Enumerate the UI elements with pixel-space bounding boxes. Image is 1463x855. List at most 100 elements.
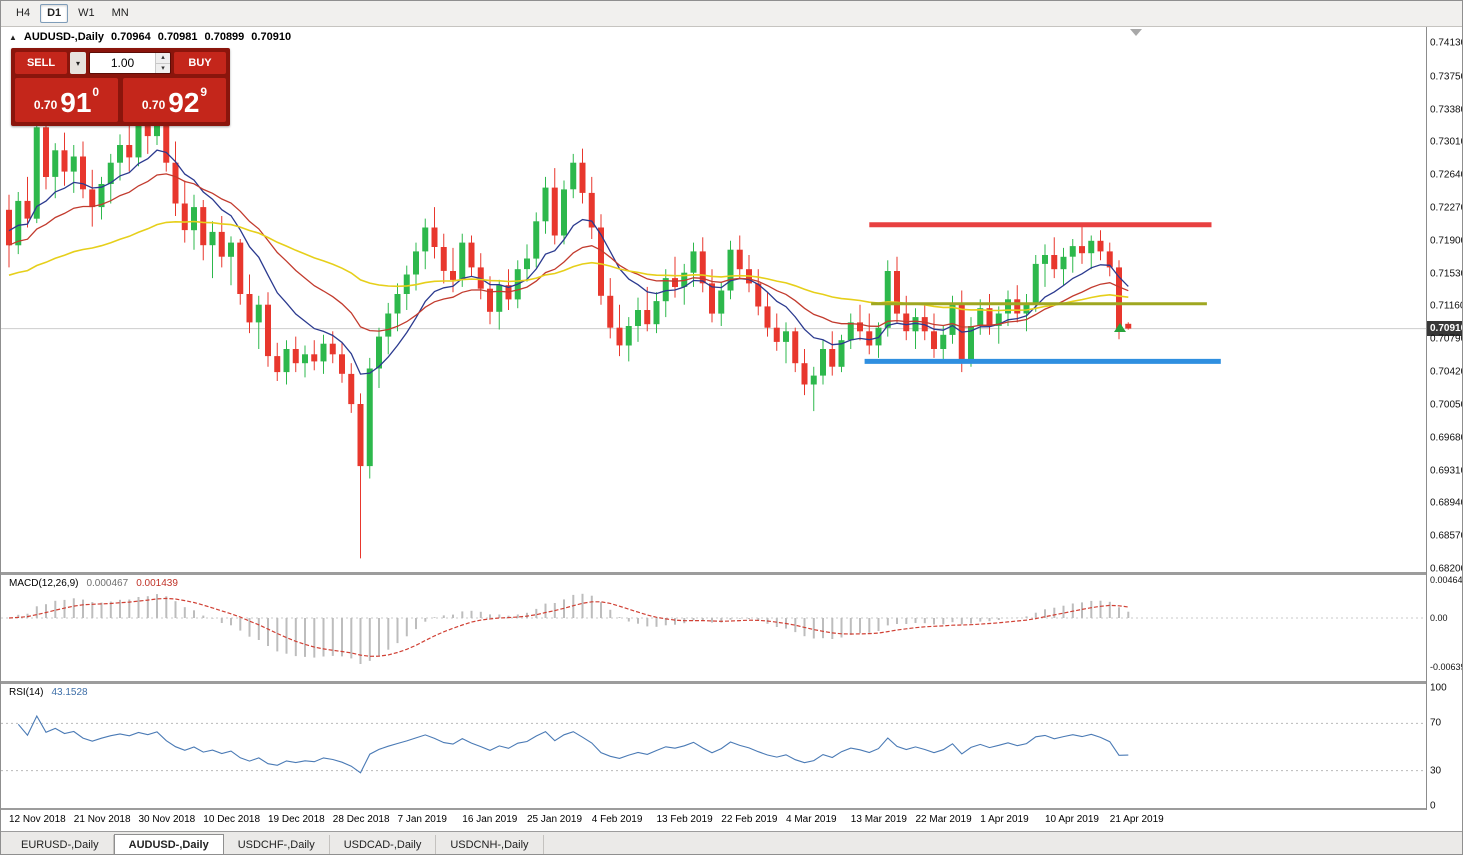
- buy-price-prefix: 0.70: [141, 98, 166, 113]
- chart-title: ▲ AUDUSD-,Daily 0.70964 0.70981 0.70899 …: [9, 31, 291, 43]
- rsi-line: [17, 714, 1129, 774]
- sell-price-big: 91: [60, 87, 92, 118]
- symbol-tab-usdcnhdaily[interactable]: USDCNH-,Daily: [436, 835, 544, 854]
- date-axis-label: 10 Apr 2019: [1045, 814, 1099, 825]
- rsi-scale-label: 100: [1430, 682, 1447, 694]
- date-axis-label: 16 Jan 2019: [462, 814, 518, 825]
- date-axis-label: 28 Dec 2018: [332, 814, 390, 825]
- date-axis-label: 13 Feb 2019: [656, 814, 713, 825]
- one-click-toggle-icon[interactable]: ▲: [9, 32, 17, 42]
- price-scale-label: 0.68200: [1430, 563, 1463, 575]
- macd-scale-label: 0.0046496: [1430, 575, 1463, 585]
- volume-dropdown-button[interactable]: ▾: [70, 52, 86, 74]
- buy-price-big: 92: [168, 87, 200, 118]
- panel-divider[interactable]: [1, 808, 1462, 810]
- volume-increase-button[interactable]: ▴: [156, 53, 170, 64]
- panel-divider[interactable]: [1, 681, 1462, 684]
- date-axis-label: 22 Feb 2019: [721, 814, 778, 825]
- moving-average-21-line: [8, 173, 1129, 332]
- up-arrow-marker: [1114, 323, 1126, 332]
- ohlc-low: 0.70899: [204, 31, 245, 43]
- date-axis-label: 30 Nov 2018: [138, 814, 196, 825]
- rsi-name: RSI(14): [9, 687, 44, 698]
- timeframe-button-w1[interactable]: W1: [78, 7, 95, 19]
- date-axis-label: 4 Feb 2019: [591, 814, 643, 825]
- rsi-chart[interactable]: [1, 684, 1426, 808]
- price-scale-label: 0.71900: [1430, 235, 1463, 247]
- symbol-tab-audusddaily[interactable]: AUDUSD-,Daily: [113, 834, 224, 854]
- macd-signal-value: 0.001439: [136, 578, 178, 589]
- date-axis[interactable]: 12 Nov 2018 21 Nov 2018 30 Nov 2018 10 Dec …: [1, 810, 1426, 831]
- price-scale-label: 0.74130: [1430, 37, 1463, 49]
- candles: [6, 104, 1132, 559]
- timeframe-button-mn[interactable]: MN: [111, 7, 129, 19]
- macd-chart[interactable]: [1, 575, 1426, 681]
- volume-decrease-button[interactable]: ▾: [156, 63, 170, 73]
- price-scale-label: 0.69310: [1430, 465, 1463, 476]
- price-scale-label: 0.72640: [1430, 169, 1463, 181]
- price-scale-label: 0.71160: [1430, 300, 1463, 312]
- price-scale[interactable]: 0.70910 0.74130 0.73750 0.73380 0.73010 0.72…: [1426, 27, 1463, 812]
- date-axis-label: 19 Dec 2018: [268, 814, 325, 825]
- date-axis-label: 22 Mar 2019: [915, 814, 972, 825]
- ohlc-open: 0.70964: [111, 31, 151, 43]
- rsi-scale-label: 0: [1430, 800, 1436, 812]
- macd-name: MACD(12,26,9): [9, 578, 79, 589]
- date-axis-label: 13 Mar 2019: [850, 814, 907, 825]
- price-scale-label: 0.73010: [1430, 136, 1463, 148]
- macd-main-value: 0.000467: [86, 578, 129, 589]
- price-scale-label: 0.70050: [1430, 399, 1463, 411]
- rsi-scale-label: 70: [1430, 717, 1442, 729]
- moving-average-55-line: [8, 220, 1129, 312]
- price-scale-label: 0.69680: [1430, 432, 1463, 444]
- volume-input[interactable]: [90, 53, 155, 73]
- price-scale-label: 0.68940: [1430, 497, 1463, 509]
- macd-scale-label: 0.00: [1430, 613, 1448, 623]
- symbol-tab-usdcaddaily[interactable]: USDCAD-,Daily: [330, 835, 437, 854]
- macd-panel: [1, 575, 1426, 681]
- rsi-scale-label: 30: [1430, 765, 1442, 777]
- date-axis-label: 12 Nov 2018: [9, 814, 66, 825]
- rsi-label: RSI(14) 43.1528: [9, 687, 88, 698]
- chart-shift-marker[interactable]: [1130, 29, 1142, 36]
- date-axis-label: 4 Mar 2019: [786, 814, 837, 825]
- ohlc-high: 0.70981: [157, 31, 198, 43]
- date-axis-label: 21 Nov 2018: [73, 814, 131, 825]
- ohlc-close: 0.70910: [251, 31, 292, 43]
- timeframe-toolbar: H4 D1 W1 MN: [1, 1, 1462, 27]
- buy-price-sup: 9: [200, 85, 208, 99]
- volume-spinner: ▴ ▾: [155, 53, 170, 73]
- symbol-tab-usdchfdaily[interactable]: USDCHF-,Daily: [224, 835, 330, 854]
- rsi-panel: [1, 684, 1426, 808]
- date-axis-label: 21 Apr 2019: [1109, 814, 1164, 825]
- buy-button[interactable]: BUY: [174, 52, 226, 74]
- current-price-tag: 0.70910: [1427, 320, 1462, 336]
- timeframe-button-h4[interactable]: H4: [16, 7, 31, 19]
- price-scale-label: 0.73380: [1430, 104, 1463, 115]
- price-scale-label: 0.73750: [1430, 71, 1463, 83]
- sell-price-prefix: 0.70: [33, 98, 58, 113]
- symbol-tab-bar: EURUSD-,Daily AUDUSD-,Daily USDCHF-,Daily U…: [1, 831, 1462, 854]
- date-axis-label: 7 Jan 2019: [397, 814, 448, 825]
- macd-histogram: [17, 593, 1130, 664]
- macd-label: MACD(12,26,9) 0.000467 0.001439: [9, 578, 178, 589]
- panel-divider[interactable]: [1, 572, 1462, 575]
- timeframe-button-d1[interactable]: D1: [40, 4, 69, 23]
- sell-price-display[interactable]: 0.70 91 0: [15, 78, 118, 122]
- main-chart-panel: [1, 27, 1426, 572]
- price-scale-label: 0.72270: [1430, 202, 1463, 214]
- symbol-tab-eurusddaily[interactable]: EURUSD-,Daily: [7, 835, 114, 854]
- macd-scale-label: -0.0063990: [1430, 662, 1462, 672]
- sell-button[interactable]: SELL: [15, 52, 67, 74]
- macd-signal-line: [8, 597, 1129, 657]
- date-axis-label: 1 Apr 2019: [980, 814, 1029, 825]
- buy-price-display[interactable]: 0.70 92 9: [123, 78, 226, 122]
- price-scale-label: 0.70790: [1430, 333, 1463, 345]
- price-scale-label: 0.70420: [1430, 366, 1463, 378]
- sell-price-sup: 0: [92, 85, 100, 99]
- moving-average-10-line: [8, 149, 1129, 375]
- rsi-value: 43.1528: [51, 687, 88, 698]
- price-scale-label: 0.71530: [1430, 268, 1463, 280]
